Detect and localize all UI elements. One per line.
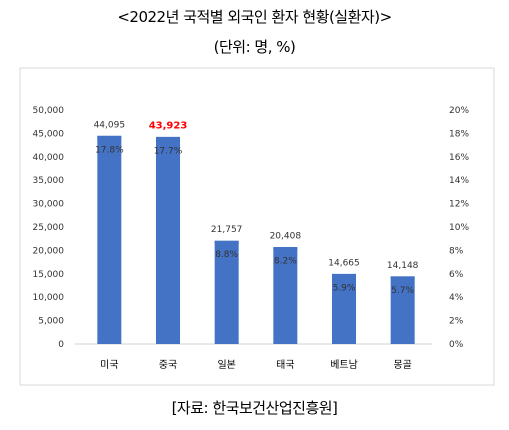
share-bar xyxy=(156,136,180,344)
count-label: 44,095 xyxy=(94,121,126,131)
share-bar xyxy=(97,135,122,344)
category-label: 베트남 xyxy=(330,359,358,371)
data-labels: 44,095 17.8% 43,923 17.7% 21,757 8.8% 20,408 8.… xyxy=(94,120,419,295)
category-label: 태국 xyxy=(276,359,294,371)
category-label: 일본 xyxy=(217,359,235,371)
count-label: 20,408 xyxy=(270,231,302,241)
right-tick-label: 16% xyxy=(449,153,469,163)
category-label: 중국 xyxy=(159,359,177,371)
share-label: 17.8% xyxy=(95,146,124,156)
right-tick-label: 10% xyxy=(449,223,469,233)
category-labels: 미국 중국 일본 태국 베트남 몽골 xyxy=(100,359,412,371)
left-tick-label: 5,000 xyxy=(38,317,64,327)
right-tick-label: 0% xyxy=(449,340,464,350)
left-tick-label: 25,000 xyxy=(33,223,65,233)
count-label: 43,923 xyxy=(149,120,188,131)
share-bar xyxy=(273,248,298,344)
right-tick-label: 2% xyxy=(449,317,464,327)
left-tick-label: 35,000 xyxy=(33,176,65,186)
left-tick-label: 50,000 xyxy=(33,106,65,116)
unit-label: (단위: 명, %) xyxy=(213,38,296,56)
left-tick-label: 20,000 xyxy=(33,246,65,256)
right-tick-label: 8% xyxy=(449,246,464,256)
count-label: 21,757 xyxy=(211,225,243,235)
left-tick-label: 10,000 xyxy=(33,293,65,303)
share-label: 8.2% xyxy=(274,256,297,266)
bars xyxy=(97,135,415,344)
count-label: 14,148 xyxy=(387,261,419,271)
left-tick-label: 30,000 xyxy=(33,200,65,210)
category-label: 몽골 xyxy=(393,359,411,371)
right-tick-label: 4% xyxy=(449,293,464,303)
count-marker xyxy=(390,276,415,280)
left-tick-label: 45,000 xyxy=(33,129,65,139)
share-bar xyxy=(390,277,415,344)
right-axis: 0% 2% 4% 6% 8% 10% 12% 14% 16% 18% 20% xyxy=(449,106,469,350)
right-tick-label: 12% xyxy=(449,200,469,210)
count-label: 14,665 xyxy=(328,258,360,268)
category-label: 미국 xyxy=(100,359,118,371)
share-label: 8.8% xyxy=(215,250,238,260)
right-tick-label: 20% xyxy=(449,106,469,116)
share-bar xyxy=(332,274,356,344)
left-tick-label: 40,000 xyxy=(33,153,65,163)
count-marker xyxy=(214,240,239,244)
source-note: [자료: 한국보건산업진흥원] xyxy=(171,399,338,417)
left-tick-label: 15,000 xyxy=(33,270,65,280)
count-markers xyxy=(97,136,415,280)
chart-title: <2022년 국적별 외국인 환자 현황(실환자)> xyxy=(117,8,392,26)
right-tick-label: 14% xyxy=(449,176,469,186)
share-label: 17.7% xyxy=(154,146,183,156)
share-bar xyxy=(214,241,239,344)
chart-frame xyxy=(19,67,495,386)
share-label: 5.7% xyxy=(391,286,414,296)
share-label: 5.9% xyxy=(333,283,356,293)
count-marker xyxy=(332,273,356,277)
left-axis: 0 5,000 10,000 15,000 20,000 25,000 30,000 35,0… xyxy=(33,106,65,350)
right-tick-label: 6% xyxy=(449,270,464,280)
right-tick-label: 18% xyxy=(449,129,469,139)
left-tick-label: 0 xyxy=(58,340,64,350)
count-marker xyxy=(156,136,180,140)
count-marker xyxy=(97,136,122,140)
count-marker xyxy=(273,246,298,250)
